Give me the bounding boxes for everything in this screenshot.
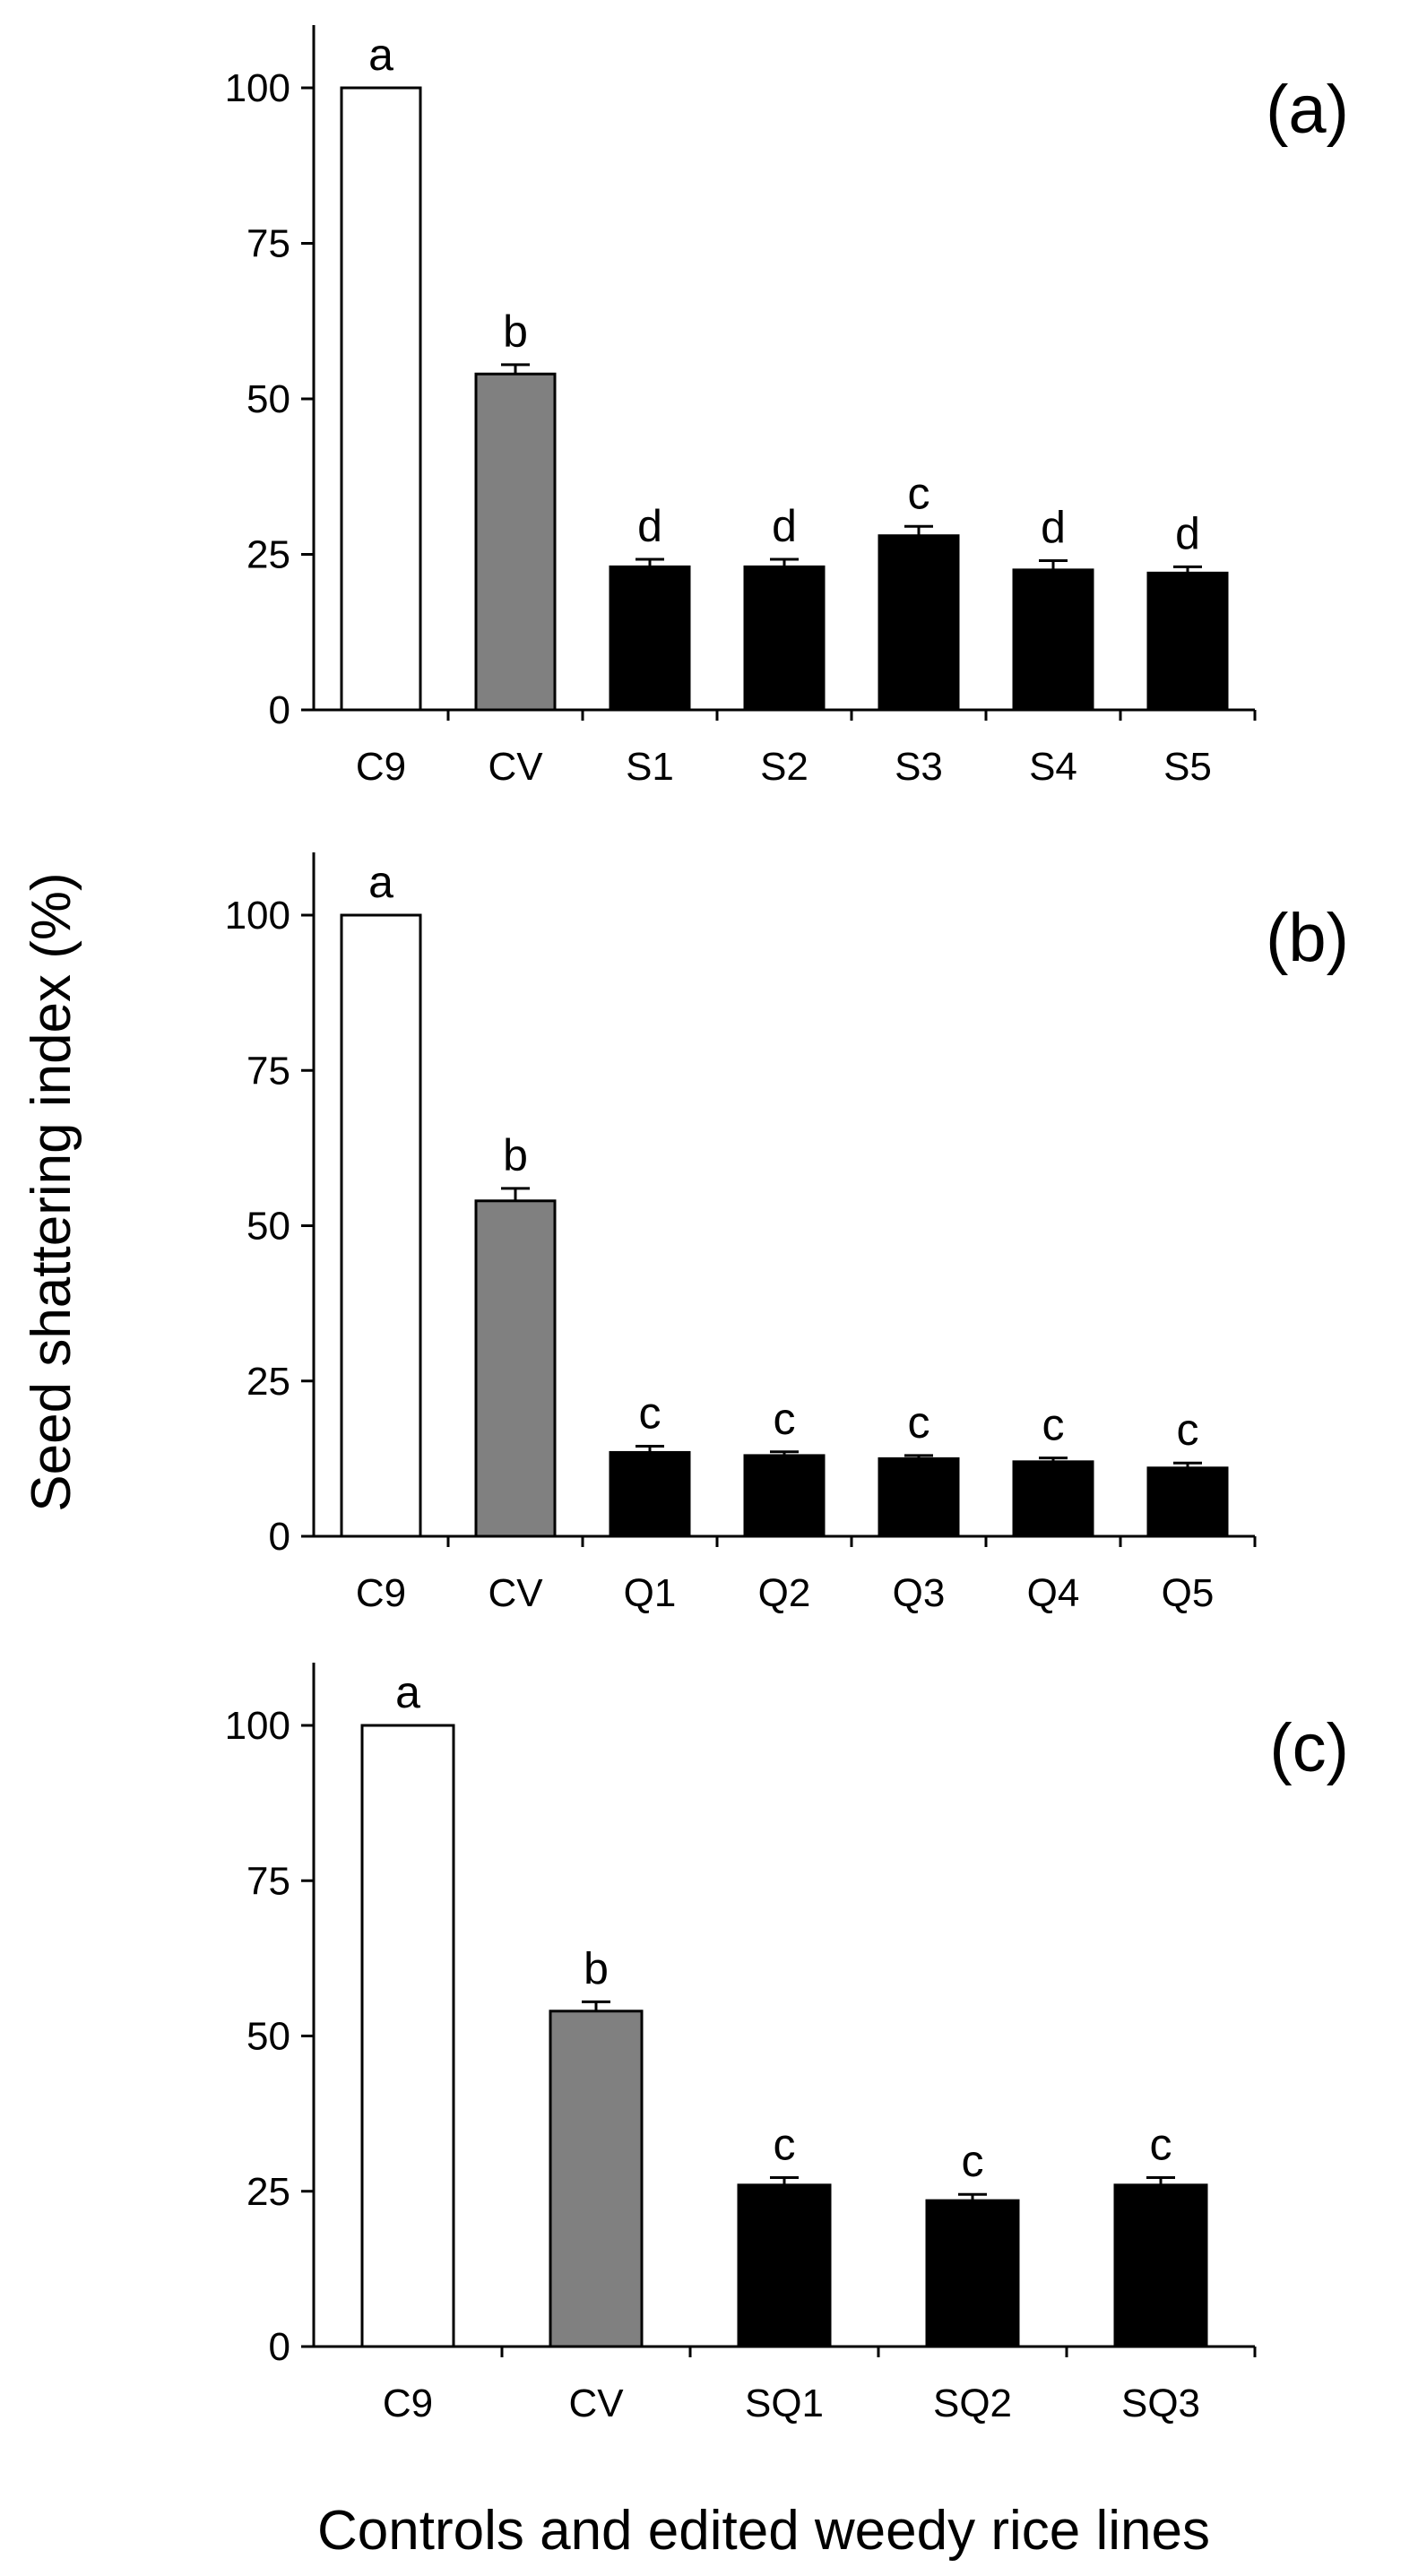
y-tick-label: 100 [225, 894, 290, 938]
bar-q3 [878, 1457, 960, 1538]
significance-letter: d [1175, 508, 1200, 558]
significance-letter: c [1042, 1400, 1065, 1450]
significance-letter: b [584, 1943, 609, 1993]
x-tick-label: Q4 [1027, 1571, 1080, 1615]
y-tick-label: 50 [246, 1205, 290, 1249]
significance-letter: c [639, 1388, 661, 1439]
y-tick-label: 25 [246, 2170, 290, 2214]
x-tick-label: Q3 [893, 1571, 946, 1615]
significance-letter: d [1041, 502, 1066, 552]
y-tick-label: 50 [246, 377, 290, 421]
x-tick-label: Q5 [1162, 1571, 1215, 1615]
chart-panel-0: 0 25 50 75 100 a C9 b CV d S1 d S2 c S3 d S4 d S5 (a) [225, 25, 1349, 789]
y-axis-title: Seed shattering index (%) [21, 872, 82, 1511]
panel-label: (b) [1266, 900, 1349, 976]
x-tick-label: S2 [760, 745, 808, 789]
x-axis-title: Controls and edited weedy rice lines [317, 2500, 1210, 2562]
bar-sq2 [925, 2199, 1020, 2348]
significance-letter: d [637, 501, 662, 551]
x-tick-label: S3 [895, 745, 943, 789]
significance-letter: c [962, 2136, 984, 2186]
y-tick-label: 100 [225, 1704, 290, 1748]
bar-cv [474, 1199, 557, 1538]
significance-letter: c [774, 2120, 796, 2170]
significance-letter: a [368, 857, 393, 907]
bar-s4 [1012, 568, 1094, 712]
significance-letter: a [368, 30, 393, 80]
bar-s1 [609, 565, 691, 712]
bar-q4 [1012, 1460, 1094, 1538]
x-tick-label: C9 [383, 2382, 433, 2425]
bar-q1 [609, 1450, 691, 1538]
bar-s3 [878, 534, 960, 712]
panels: 0 25 50 75 100 a C9 b CV d S1 d S2 c S3 d S4 d S5 (a) 0 25 50 7… [225, 25, 1349, 2425]
x-tick-label: Q1 [624, 1571, 677, 1615]
bar-c9 [340, 913, 422, 1538]
bar-cv [549, 2010, 644, 2348]
significance-letter: c [908, 468, 930, 518]
y-tick-label: 25 [246, 533, 290, 577]
significance-letter: c [1177, 1405, 1199, 1455]
chart-panel-1: 0 25 50 75 100 a C9 b CV c Q1 c Q2 c Q3 c Q4 c Q5 (b) [225, 852, 1349, 1615]
significance-letter: d [772, 501, 797, 551]
significance-letter: c [1150, 2120, 1172, 2170]
y-tick-label: 75 [246, 222, 290, 266]
y-tick-label: 75 [246, 1049, 290, 1093]
x-tick-label: S1 [626, 745, 674, 789]
significance-letter: a [395, 1667, 420, 1717]
y-tick-label: 0 [269, 1515, 290, 1559]
bar-c9 [340, 86, 422, 712]
bar-q2 [743, 1454, 826, 1538]
significance-letter: b [503, 1130, 528, 1180]
chart-panel-2: 0 25 50 75 100 a C9 b CV c SQ1 c SQ2 c SQ3 (c) [225, 1663, 1349, 2425]
bar-q5 [1146, 1466, 1229, 1538]
x-tick-label: SQ1 [745, 2382, 824, 2425]
y-tick-label: 25 [246, 1360, 290, 1404]
x-tick-label: C9 [356, 745, 406, 789]
panel-label: (a) [1266, 72, 1349, 148]
bar-cv [474, 372, 557, 712]
x-tick-label: S4 [1029, 745, 1077, 789]
bar-s5 [1146, 571, 1229, 712]
y-tick-label: 0 [269, 2325, 290, 2369]
significance-letter: c [774, 1394, 796, 1444]
panel-label: (c) [1269, 1710, 1349, 1786]
bar-s2 [743, 565, 826, 712]
significance-letter: b [503, 307, 528, 357]
y-tick-label: 50 [246, 2015, 290, 2059]
bar-sq1 [737, 2183, 832, 2348]
x-tick-label: CV [568, 2382, 624, 2425]
x-tick-label: Q2 [758, 1571, 811, 1615]
x-tick-label: S5 [1163, 745, 1212, 789]
bar-c9 [360, 1724, 455, 2348]
x-tick-label: SQ2 [933, 2382, 1012, 2425]
significance-letter: c [908, 1397, 930, 1448]
x-tick-label: CV [488, 1571, 543, 1615]
x-tick-label: C9 [356, 1571, 406, 1615]
y-tick-label: 0 [269, 688, 290, 732]
bar-sq3 [1113, 2183, 1208, 2348]
x-tick-label: CV [488, 745, 543, 789]
y-tick-label: 75 [246, 1859, 290, 1903]
y-tick-label: 100 [225, 66, 290, 110]
x-tick-label: SQ3 [1121, 2382, 1200, 2425]
